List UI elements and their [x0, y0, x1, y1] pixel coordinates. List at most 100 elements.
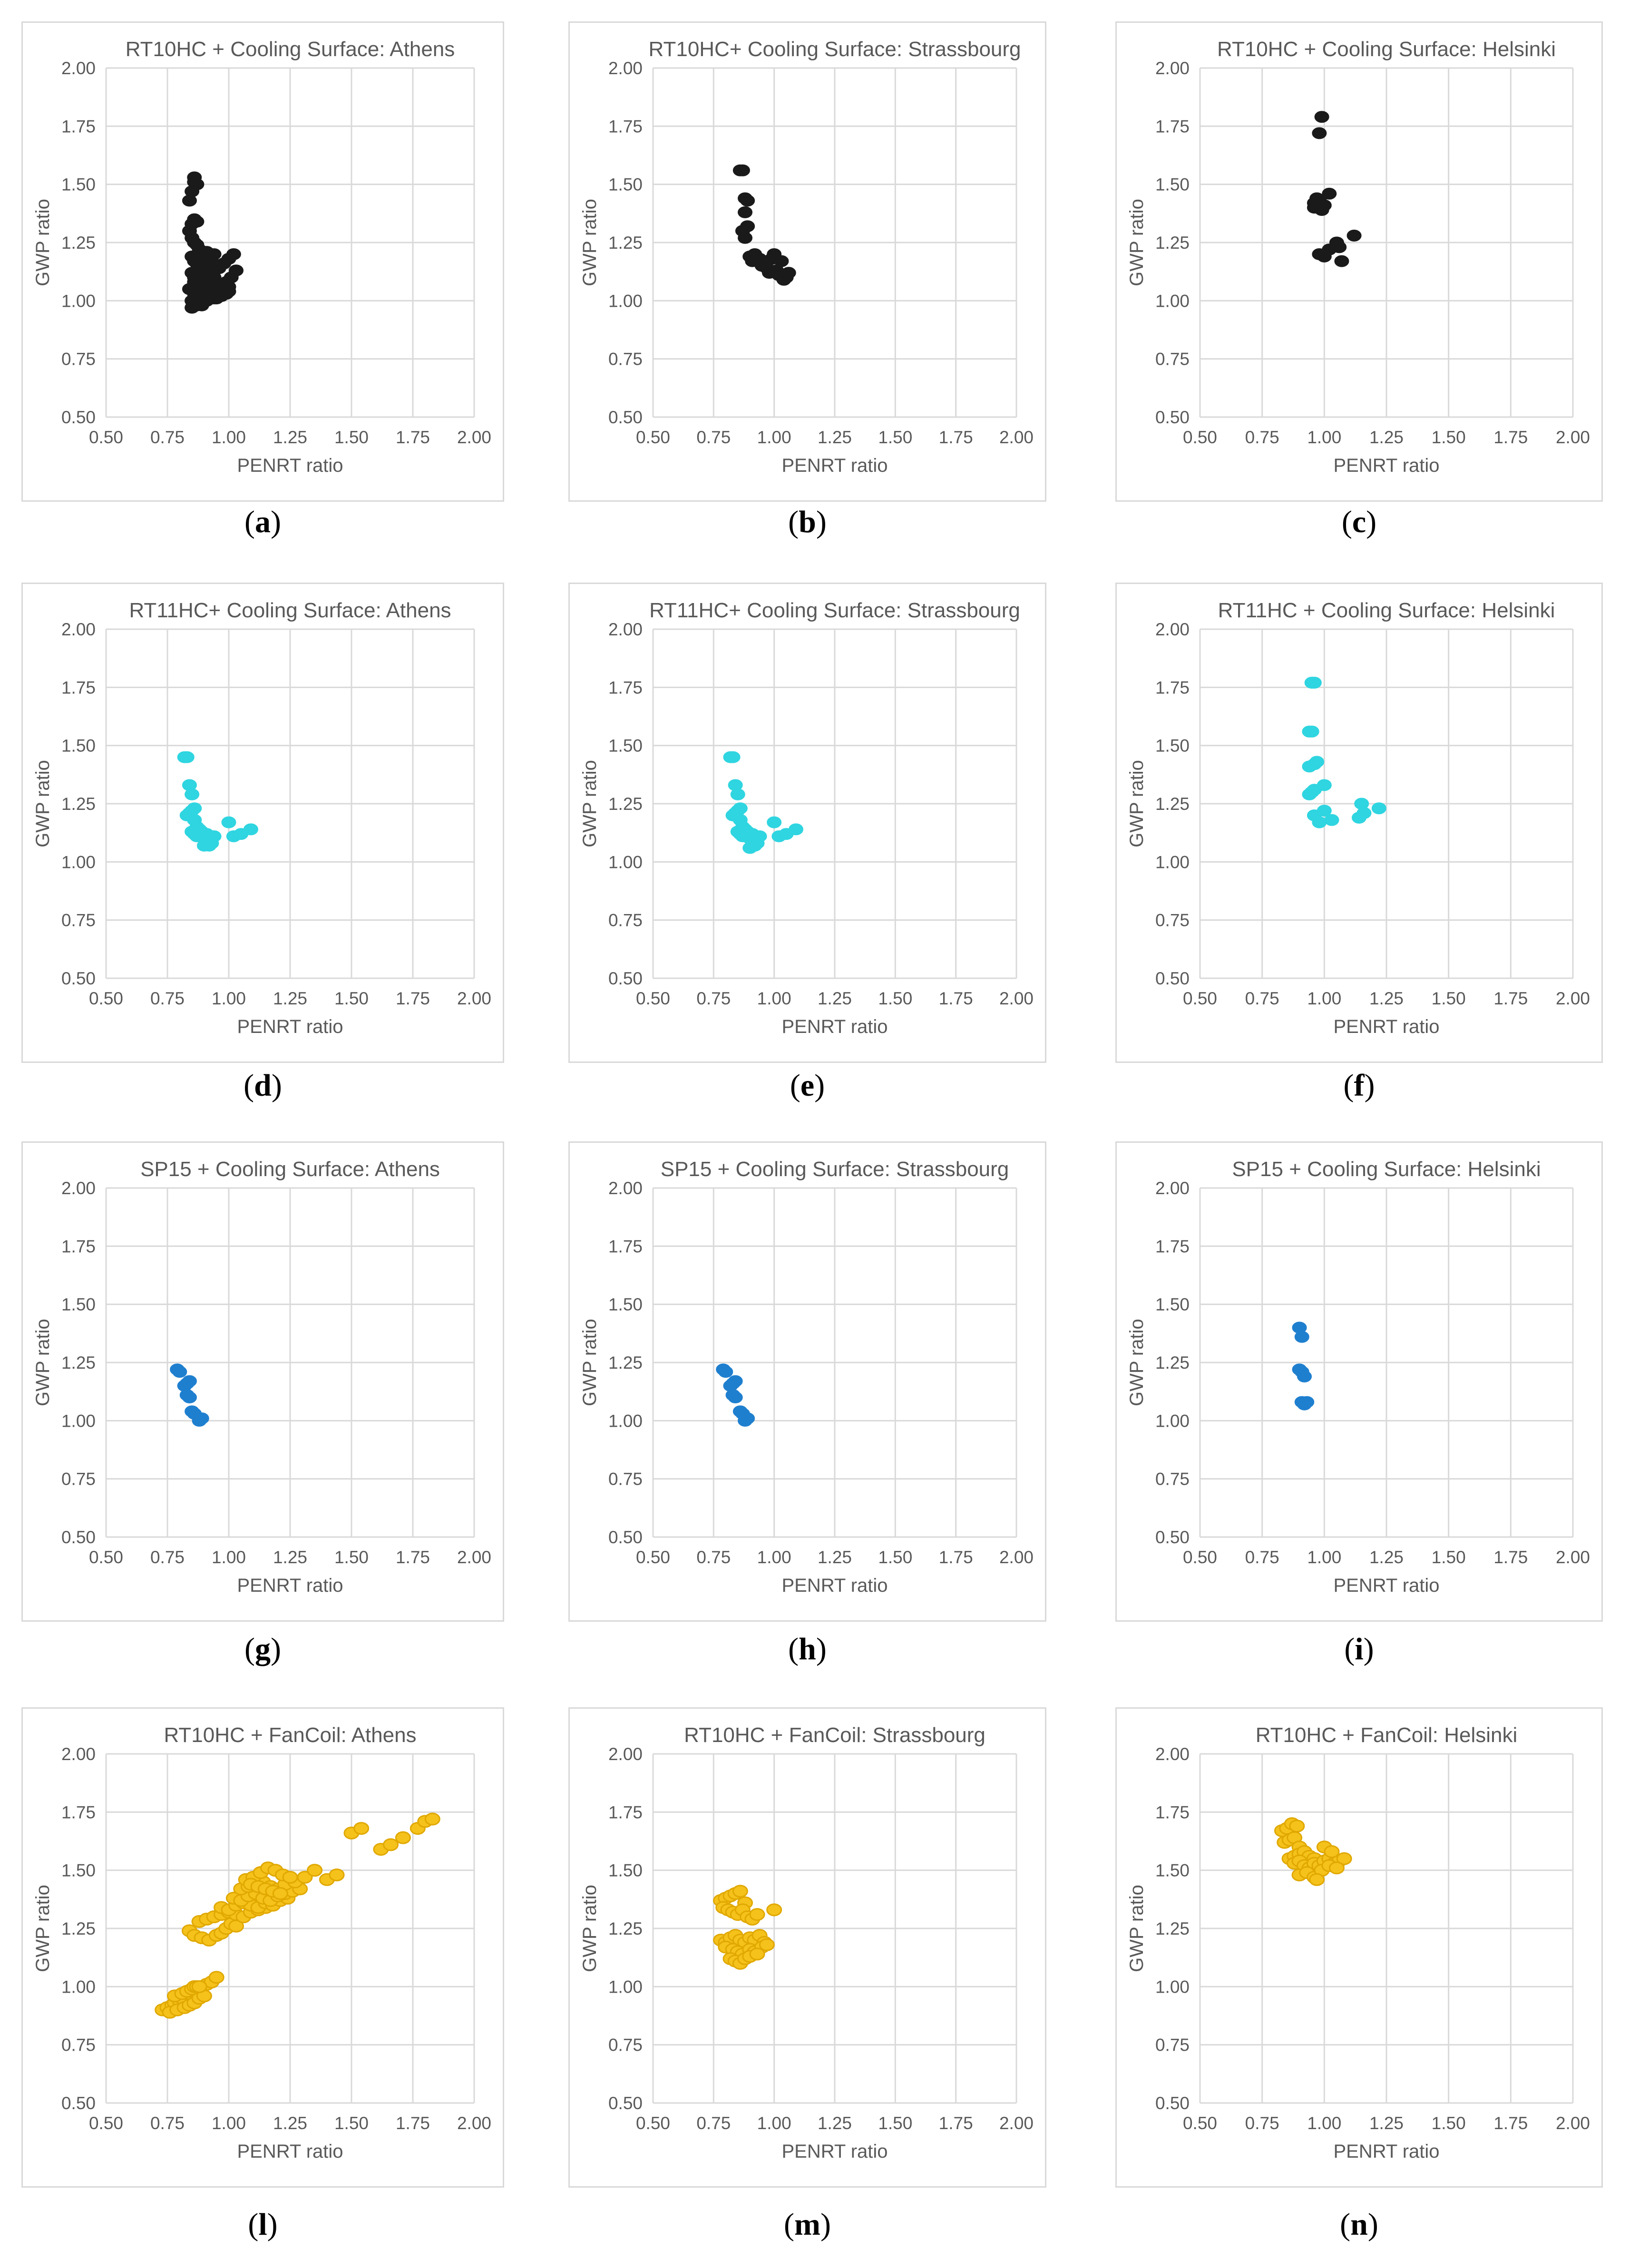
data-point: [194, 1412, 209, 1424]
y-tick-label: 1.75: [1155, 117, 1190, 136]
y-tick-label: 1.75: [1155, 678, 1190, 697]
x-tick-label: 0.75: [1245, 428, 1279, 447]
data-point: [329, 1868, 345, 1881]
data-point: [1334, 255, 1349, 267]
data-point: [353, 1822, 370, 1835]
x-tick-label: 2.00: [1556, 428, 1590, 447]
y-axis-label: GWP ratio: [32, 1885, 53, 1972]
chart-title: RT10HC + FanCoil: Athens: [164, 1723, 416, 1747]
data-point: [189, 215, 205, 228]
x-tick-label: 0.75: [1245, 989, 1279, 1008]
panel-label-i: (i): [1344, 1632, 1374, 1666]
y-tick-label: 1.50: [1155, 1861, 1190, 1880]
data-point: [1324, 814, 1339, 826]
x-tick-label: 2.00: [1556, 989, 1590, 1008]
data-point: [1309, 756, 1325, 768]
x-tick-label: 0.50: [1183, 2113, 1217, 2133]
data-point: [766, 1903, 782, 1917]
y-tick-label: 1.00: [61, 1977, 96, 1996]
data-point: [1346, 229, 1362, 242]
y-tick-label: 1.25: [1155, 1919, 1190, 1938]
data-point: [206, 248, 222, 260]
y-tick-label: 1.50: [1155, 1295, 1190, 1314]
data-point: [189, 178, 205, 191]
x-tick-label: 1.25: [1369, 989, 1404, 1008]
x-axis-label: PENRT ratio: [237, 1016, 343, 1037]
x-tick-label: 1.50: [878, 1548, 912, 1567]
y-tick-label: 1.25: [1155, 1353, 1190, 1372]
data-point: [747, 839, 762, 852]
x-tick-label: 2.00: [999, 1548, 1034, 1567]
data-point: [182, 1391, 197, 1403]
y-tick-label: 1.00: [1155, 291, 1190, 311]
data-point: [179, 751, 195, 763]
x-axis-label: PENRT ratio: [237, 1575, 343, 1596]
x-tick-label: 1.50: [334, 989, 369, 1008]
data-point: [185, 788, 200, 800]
y-tick-label: 1.00: [1155, 1977, 1190, 1996]
y-tick-label: 1.75: [608, 117, 643, 136]
x-tick-label: 1.00: [757, 989, 791, 1008]
data-point: [383, 1838, 399, 1851]
data-point: [202, 839, 217, 852]
y-tick-label: 0.50: [1155, 408, 1190, 427]
data-point: [1304, 725, 1319, 738]
x-tick-label: 0.75: [696, 2113, 731, 2133]
x-axis-label: PENRT ratio: [781, 1016, 888, 1037]
y-axis-label: GWP ratio: [1126, 1319, 1147, 1406]
chart-title: RT11HC+ Cooling Surface: Strassbourg: [649, 599, 1020, 622]
y-tick-label: 1.25: [1155, 233, 1190, 253]
y-tick-label: 1.50: [61, 736, 96, 756]
x-tick-label: 1.25: [1369, 428, 1404, 447]
x-tick-label: 1.00: [1307, 428, 1341, 447]
x-tick-label: 2.00: [999, 989, 1034, 1008]
y-tick-label: 0.50: [608, 969, 643, 988]
x-tick-label: 0.75: [150, 428, 185, 447]
y-axis-label: GWP ratio: [32, 199, 53, 286]
chart-panel-c: RT10HC + Cooling Surface: Helsinki 0.50 0.…: [1115, 21, 1603, 502]
panel-label-m: (m): [784, 2207, 831, 2242]
data-point: [738, 206, 753, 218]
x-axis-label: PENRT ratio: [237, 2141, 343, 2162]
x-tick-label: 0.50: [1183, 428, 1217, 447]
y-axis-label: GWP ratio: [579, 199, 600, 286]
y-tick-label: 0.50: [608, 408, 643, 427]
y-tick-label: 1.50: [61, 1295, 96, 1314]
y-tick-label: 0.50: [61, 1528, 96, 1547]
y-tick-label: 2.00: [61, 58, 96, 78]
panel-label-b: (b): [788, 505, 827, 539]
x-tick-label: 0.75: [150, 989, 185, 1008]
chart-title: RT11HC + Cooling Surface: Helsinki: [1218, 599, 1555, 622]
x-tick-label: 1.25: [818, 1548, 852, 1567]
chart-title: RT10HC + Cooling Surface: Athens: [126, 38, 455, 61]
data-point: [182, 1375, 197, 1387]
data-point: [1336, 1852, 1352, 1865]
data-point: [1312, 127, 1327, 139]
y-axis-label: GWP ratio: [32, 1319, 53, 1406]
y-tick-label: 1.25: [608, 1353, 643, 1372]
x-tick-label: 1.75: [396, 2113, 430, 2133]
data-point: [191, 1980, 207, 1993]
y-tick-label: 0.50: [1155, 969, 1190, 988]
x-tick-label: 0.75: [150, 1548, 185, 1567]
y-tick-label: 0.75: [61, 1470, 96, 1489]
y-tick-label: 1.75: [61, 117, 96, 136]
y-tick-label: 1.00: [608, 1411, 643, 1431]
chart-panel-b: RT10HC+ Cooling Surface: Strassbourg 0.50…: [568, 21, 1046, 502]
chart-title: SP15 + Cooling Surface: Helsinki: [1232, 1158, 1541, 1181]
data-point: [1299, 1396, 1315, 1408]
data-point: [1332, 241, 1347, 253]
data-point: [774, 255, 789, 267]
data-point: [735, 164, 750, 176]
y-axis-label: GWP ratio: [579, 1885, 600, 1972]
data-point: [1289, 1820, 1305, 1833]
x-tick-label: 1.75: [396, 989, 430, 1008]
chart-panel-i: SP15 + Cooling Surface: Helsinki 0.50 0.50…: [1115, 1141, 1603, 1622]
data-point: [759, 1938, 775, 1951]
y-tick-label: 0.50: [1155, 1528, 1190, 1547]
x-tick-label: 1.75: [396, 1548, 430, 1567]
chart-panel-m: RT10HC + FanCoil: Strassbourg 0.50 0.50 0.7…: [568, 1707, 1046, 2188]
x-tick-label: 1.75: [1493, 2113, 1528, 2133]
y-tick-label: 0.50: [608, 2093, 643, 2113]
data-point: [1324, 1845, 1340, 1859]
